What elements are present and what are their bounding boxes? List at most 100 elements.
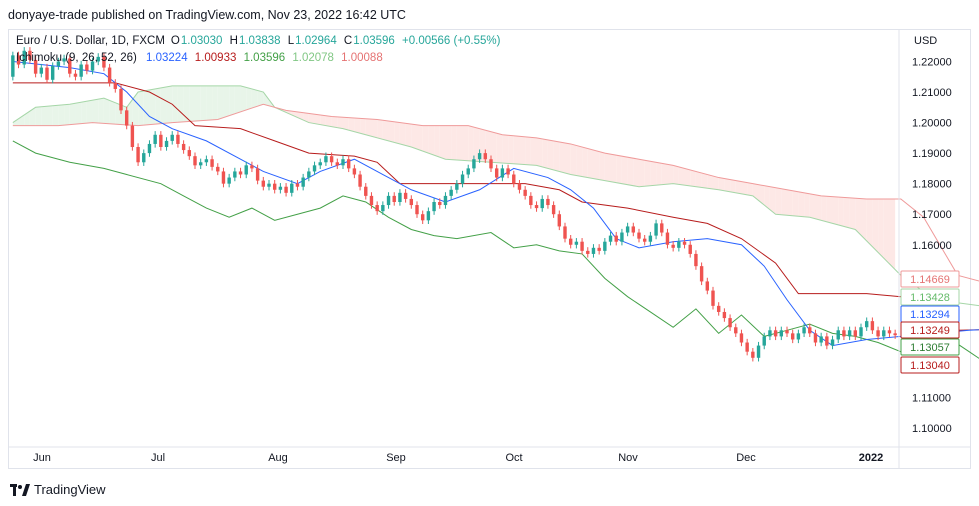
candle-body: [28, 50, 32, 60]
candle: [813, 329, 818, 347]
candle: [842, 326, 846, 341]
candle: [597, 244, 601, 255]
y-tick-label: 1.16000: [912, 240, 952, 252]
candle: [426, 207, 431, 224]
cloud-segment: [832, 196, 839, 225]
cloud-segment: [354, 117, 361, 134]
candle-body: [33, 59, 38, 74]
candle-body: [751, 351, 755, 358]
candle-body: [85, 64, 89, 71]
conversion-value: 1.03224: [146, 52, 188, 64]
y-tick-label: 1.22000: [912, 56, 952, 68]
cloud-segment: [519, 136, 526, 165]
candle-body: [705, 281, 710, 291]
candle-body: [284, 186, 288, 193]
candle: [28, 47, 32, 64]
candle-body: [16, 55, 21, 65]
price-label-text: 1.13294: [910, 309, 950, 321]
price-label-box: [900, 356, 960, 374]
candle: [830, 335, 835, 350]
candle-body: [113, 82, 118, 89]
cloud-segment: [604, 153, 611, 182]
cloud-segment: [866, 198, 873, 247]
candle: [176, 131, 180, 148]
candle-body: [677, 241, 681, 248]
y-tick-label: 1.21000: [912, 87, 952, 99]
candle-body: [415, 205, 419, 215]
cloud-segment: [200, 85, 207, 121]
footer-brand[interactable]: TradingView: [10, 482, 106, 497]
candle: [734, 323, 738, 338]
x-tick-label: Oct: [505, 452, 522, 464]
cloud-segment: [718, 177, 725, 191]
cloud-segment: [570, 143, 577, 176]
cloud-segment: [149, 88, 156, 125]
cloud-segment: [177, 85, 184, 123]
candle-body: [620, 232, 624, 242]
candle-body: [261, 180, 266, 187]
cloud-segment: [52, 105, 59, 126]
candle: [483, 149, 488, 163]
price-labels: 1.14669 1.13428 1.13294 1.13249 1.13057 1.130…: [900, 270, 960, 374]
candle-body: [375, 205, 379, 212]
candle: [534, 201, 539, 212]
cloud-segment: [701, 172, 708, 189]
candle-body: [671, 244, 675, 248]
candle-body: [694, 253, 698, 267]
symbol-name: Euro / U.S. Dollar, 1D, FXCM: [16, 35, 165, 47]
cloud-segment: [872, 198, 879, 253]
cloud-segment: [747, 182, 753, 196]
high-label: H: [229, 35, 238, 47]
cloud-segment: [826, 196, 833, 224]
candle-body: [176, 134, 180, 144]
candle: [398, 189, 402, 206]
candle-body: [551, 205, 556, 215]
candle: [107, 63, 112, 87]
x-tick-label: Sep: [386, 452, 406, 464]
candle: [45, 63, 49, 84]
close-label: C: [343, 35, 353, 47]
x-tick-label: Dec: [736, 452, 756, 464]
cloud-segment: [337, 116, 343, 129]
candle: [124, 106, 129, 130]
price-label-conversion: 1.13294: [900, 305, 960, 323]
candle-body: [534, 205, 539, 209]
candle: [238, 167, 243, 179]
candle-body: [688, 244, 692, 254]
candle: [762, 332, 766, 350]
brand-name: TradingView: [34, 482, 106, 497]
chart-frame: [8, 29, 971, 469]
cloud-segment: [502, 134, 509, 164]
cloud-segment: [451, 125, 457, 160]
cloud-segment: [639, 159, 645, 187]
cloud-segment: [103, 98, 110, 124]
candle-body: [756, 345, 761, 358]
candle: [102, 53, 106, 72]
cloud-segment: [792, 190, 799, 217]
cloud-segment: [787, 189, 793, 216]
candle-body: [130, 125, 135, 148]
price-label-text: 1.13057: [910, 342, 950, 354]
candle-body: [381, 205, 385, 212]
open-value: 1.03030: [180, 35, 223, 47]
cloud-segment: [752, 183, 759, 201]
candle: [654, 219, 658, 240]
candle: [660, 219, 664, 237]
cloud-segment: [98, 98, 104, 124]
cloud-segment: [434, 125, 440, 158]
cloud-segment: [804, 192, 810, 218]
candle-body: [887, 330, 892, 334]
candle: [375, 201, 379, 215]
candle: [170, 131, 174, 145]
candle-body: [386, 195, 391, 206]
x-tick-label: 2022: [859, 452, 883, 464]
candle-body: [813, 333, 818, 343]
candle: [216, 163, 220, 176]
candle-body: [136, 147, 140, 163]
candle: [677, 238, 681, 252]
candle: [876, 326, 880, 341]
candle: [728, 314, 732, 331]
price-label-text: 1.13428: [910, 292, 950, 304]
candle: [705, 277, 710, 295]
